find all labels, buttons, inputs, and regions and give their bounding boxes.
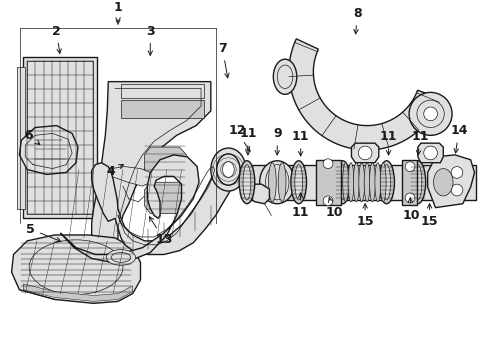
Ellipse shape <box>434 168 453 196</box>
Text: 7: 7 <box>218 42 229 78</box>
Text: 2: 2 <box>52 25 61 53</box>
Polygon shape <box>12 235 141 303</box>
Ellipse shape <box>364 163 370 202</box>
Text: 1: 1 <box>114 1 122 22</box>
Ellipse shape <box>358 146 372 160</box>
Ellipse shape <box>217 154 240 185</box>
Ellipse shape <box>359 163 365 202</box>
Polygon shape <box>92 163 235 255</box>
Polygon shape <box>92 82 211 248</box>
Text: 5: 5 <box>26 222 61 242</box>
Ellipse shape <box>353 163 359 202</box>
Ellipse shape <box>239 161 255 204</box>
Bar <box>121 100 204 118</box>
Ellipse shape <box>409 93 452 135</box>
Polygon shape <box>418 143 443 163</box>
Text: 11: 11 <box>292 193 309 219</box>
Ellipse shape <box>222 162 234 177</box>
Ellipse shape <box>266 165 289 200</box>
Ellipse shape <box>335 161 350 204</box>
Ellipse shape <box>273 59 297 94</box>
Polygon shape <box>145 147 186 176</box>
Text: 11: 11 <box>380 130 397 155</box>
Polygon shape <box>351 143 379 163</box>
Bar <box>121 84 204 98</box>
Ellipse shape <box>424 146 438 160</box>
Text: 8: 8 <box>353 7 362 34</box>
Text: 11: 11 <box>292 130 309 156</box>
Polygon shape <box>289 39 441 150</box>
Bar <box>402 160 417 205</box>
Bar <box>18 67 25 208</box>
Ellipse shape <box>106 249 136 265</box>
Ellipse shape <box>243 165 251 200</box>
Ellipse shape <box>405 162 415 171</box>
Polygon shape <box>145 182 186 213</box>
Ellipse shape <box>405 193 415 203</box>
Ellipse shape <box>211 148 246 191</box>
Polygon shape <box>111 167 150 186</box>
Ellipse shape <box>414 165 422 200</box>
Text: 13: 13 <box>149 217 172 246</box>
Text: 15: 15 <box>356 204 374 229</box>
Ellipse shape <box>29 240 123 294</box>
Bar <box>24 57 97 219</box>
Polygon shape <box>24 284 133 301</box>
Polygon shape <box>20 126 78 175</box>
Text: 10: 10 <box>325 198 343 219</box>
Text: 4: 4 <box>106 165 123 178</box>
Ellipse shape <box>111 253 131 262</box>
Ellipse shape <box>375 163 381 202</box>
Ellipse shape <box>451 167 463 178</box>
Ellipse shape <box>379 161 394 204</box>
Ellipse shape <box>269 163 276 202</box>
Text: 14: 14 <box>450 124 467 153</box>
Ellipse shape <box>278 163 286 202</box>
Text: 15: 15 <box>421 204 439 229</box>
Ellipse shape <box>295 165 303 200</box>
Polygon shape <box>246 184 270 204</box>
Ellipse shape <box>380 163 386 202</box>
Text: 11: 11 <box>411 130 429 155</box>
Ellipse shape <box>339 165 346 200</box>
Ellipse shape <box>323 196 333 206</box>
Ellipse shape <box>424 107 438 121</box>
Ellipse shape <box>277 65 293 89</box>
Text: 11: 11 <box>239 127 257 155</box>
Text: 3: 3 <box>146 25 154 55</box>
Ellipse shape <box>369 163 375 202</box>
Ellipse shape <box>323 159 333 168</box>
Bar <box>317 160 341 205</box>
Ellipse shape <box>343 163 348 202</box>
Ellipse shape <box>383 165 391 200</box>
Ellipse shape <box>451 184 463 196</box>
Ellipse shape <box>348 163 354 202</box>
Ellipse shape <box>291 161 307 204</box>
Polygon shape <box>428 155 474 208</box>
Text: 9: 9 <box>273 127 282 155</box>
Text: 6: 6 <box>24 129 40 145</box>
Polygon shape <box>60 155 199 262</box>
Ellipse shape <box>410 161 426 204</box>
Bar <box>27 61 93 215</box>
Text: 12: 12 <box>228 124 250 152</box>
Bar <box>244 165 476 200</box>
Ellipse shape <box>260 161 295 204</box>
Ellipse shape <box>417 100 444 127</box>
Text: 10: 10 <box>402 198 420 222</box>
